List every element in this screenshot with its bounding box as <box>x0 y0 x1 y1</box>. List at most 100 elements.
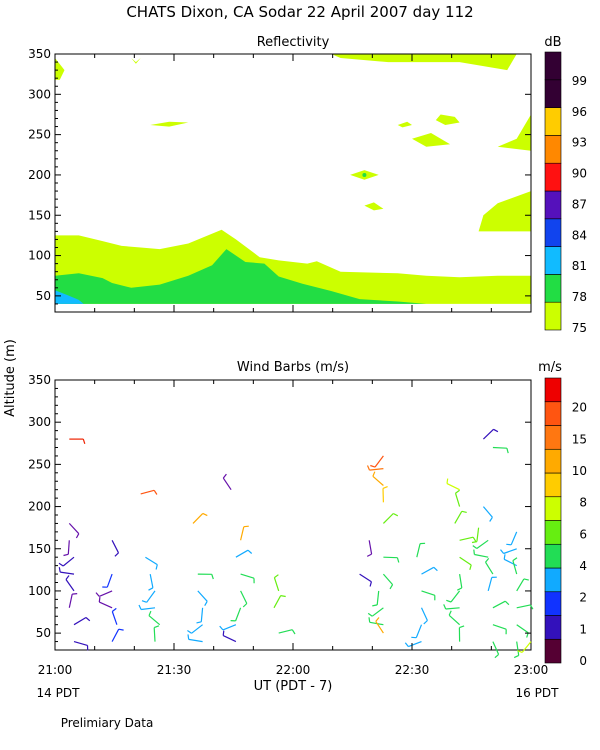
reflectivity-x-ticks <box>54 54 532 312</box>
wind-barb <box>482 506 493 522</box>
reflectivity-colorbar-swatch <box>544 301 562 331</box>
wind-colorbar-swatch <box>544 615 562 640</box>
reflectivity-region-75 <box>364 202 384 211</box>
wind-barb <box>370 455 384 468</box>
wind-barb <box>68 522 80 539</box>
wind-barb <box>516 624 529 638</box>
wind-barb <box>375 617 384 634</box>
reflectivity-colorbar-unit: dB <box>544 35 561 50</box>
wind-barb <box>196 607 204 624</box>
wind-y-tick-label: 350 <box>28 373 51 387</box>
reflectivity-colorbar-label: 96 <box>572 105 587 119</box>
wind-barb <box>222 473 232 491</box>
reflectivity-region-75 <box>150 121 189 127</box>
footer-note: Prelimiary Data <box>61 716 154 730</box>
wind-barb <box>141 590 156 603</box>
reflectivity-colorbar-swatch <box>544 218 562 247</box>
wind-barb <box>73 616 91 626</box>
wind-barb <box>222 630 237 643</box>
wind-colorbar-label: 0 <box>579 654 587 668</box>
reflectivity-colorbar-label: 84 <box>572 228 587 242</box>
reflectivity-colorbar-swatch <box>544 107 562 136</box>
wind-colorbar-swatch <box>544 448 562 474</box>
wind-barb <box>148 573 154 591</box>
wind-barb <box>411 624 423 639</box>
wind-y-tick-label: 300 <box>28 415 51 429</box>
wind-colorbar-label: 4 <box>579 559 587 573</box>
reflectivity-colorbar-swatch <box>544 190 562 220</box>
wind-barb <box>420 607 428 625</box>
wind-barbs <box>58 428 534 659</box>
reflectivity-colorbar-label: 81 <box>572 259 587 273</box>
wind-colorbar-swatch <box>544 567 562 593</box>
wind-colorbar-swatch <box>544 377 562 403</box>
wind-colorbar-unit: m/s <box>538 360 562 375</box>
wind-x-tick-label: 21:00 <box>38 663 73 677</box>
wind-barb <box>192 512 208 524</box>
reflectivity-colorbar-swatch <box>544 51 562 81</box>
wind-barb <box>516 604 534 610</box>
reflectivity-colorbar: 75 78 81 84 87 90 93 96 99 <box>544 51 587 335</box>
reflectivity-colorbar-label: 99 <box>572 74 587 88</box>
wind-colorbar-swatch <box>544 496 562 521</box>
reflectivity-colorbar-label: 93 <box>572 136 587 150</box>
wind-barb <box>138 604 156 611</box>
wind-colorbar-swatch <box>544 472 562 498</box>
reflectivity-y-tick-label: 350 <box>28 47 51 61</box>
reflectivity-colorbar-swatch <box>544 79 562 108</box>
wind-barb <box>421 566 438 575</box>
x-axis-label: UT (PDT - 7) <box>254 679 333 694</box>
wind-barb <box>513 641 520 659</box>
wind-barb <box>58 556 75 567</box>
wind-barb <box>111 607 118 625</box>
reflectivity-region-75 <box>397 121 412 128</box>
wind-barb <box>58 567 75 575</box>
wind-barb <box>240 573 255 584</box>
reflectivity-colorbar-swatch <box>544 162 562 192</box>
wind-barb <box>366 465 384 471</box>
wind-colorbar-label: 10 <box>572 464 587 478</box>
wind-barb <box>102 573 113 588</box>
wind-barb <box>382 486 388 503</box>
reflectivity-colorbar-swatch <box>544 135 562 164</box>
wind-colorbar: 0 1 2 4 6 8 10 15 20 <box>544 377 587 668</box>
wind-barb <box>517 641 532 653</box>
wind-barb <box>443 604 460 610</box>
reflectivity-regions <box>55 54 531 304</box>
wind-barb <box>148 610 161 626</box>
figure-title: CHATS Dixon, CA Sodar 22 April 2007 day … <box>126 3 473 21</box>
wind-x-tick-label: 22:00 <box>276 663 311 677</box>
reflectivity-colorbar-label: 87 <box>572 197 587 211</box>
wind-barb <box>471 527 480 544</box>
wind-barb <box>382 573 394 590</box>
wind-barb <box>63 540 70 557</box>
wind-barb <box>367 607 384 617</box>
reflectivity-y-tick-label: 50 <box>36 289 51 303</box>
wind-barb <box>372 471 384 486</box>
wind-title: Wind Barbs (m/s) <box>237 360 349 375</box>
wind-barb <box>153 625 160 642</box>
wind-y-tick-label: 200 <box>28 500 51 514</box>
wind-barb <box>516 578 529 592</box>
wind-barb <box>273 574 280 592</box>
wind-colorbar-swatch <box>544 591 562 616</box>
wind-colorbar-swatch <box>544 543 562 569</box>
wind-barb <box>219 624 237 631</box>
wind-barb <box>145 556 158 570</box>
wind-barb <box>197 573 214 580</box>
reflectivity-region-75 <box>331 54 517 71</box>
wind-barb <box>446 590 461 603</box>
reflectivity-y-axis: 50 100 150 200 250 300 350 <box>28 47 531 305</box>
x-left-note: 14 PDT <box>37 686 81 700</box>
wind-barb <box>372 590 380 607</box>
reflectivity-region-75 <box>55 58 65 80</box>
wind-barb <box>111 540 120 557</box>
wind-barb <box>366 540 373 557</box>
wind-barb <box>187 624 203 634</box>
wind-colorbar-label: 20 <box>572 401 587 415</box>
wind-barb <box>512 557 518 575</box>
wind-barb <box>459 556 472 570</box>
wind-barb <box>416 542 426 558</box>
reflectivity-region-75 <box>478 191 531 232</box>
